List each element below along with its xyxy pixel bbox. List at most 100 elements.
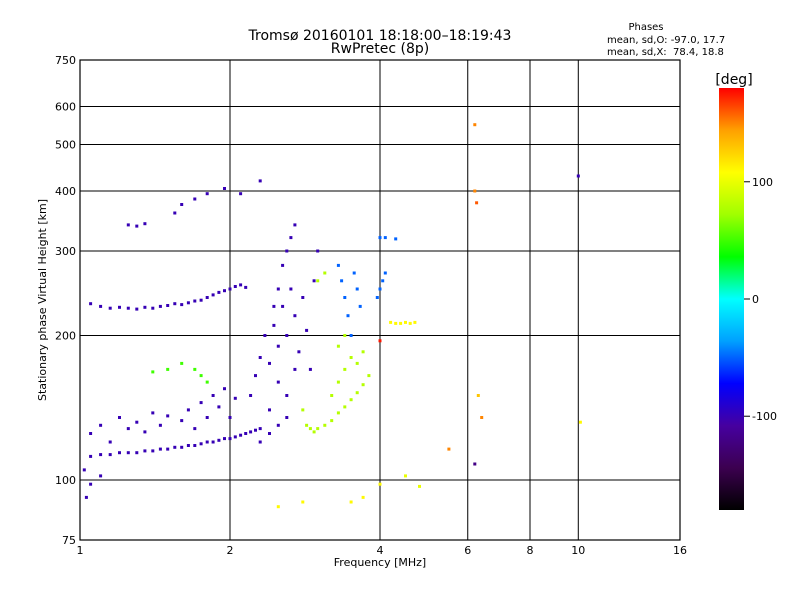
data-point (217, 438, 221, 442)
data-point (301, 408, 305, 412)
data-point (375, 296, 379, 299)
y-tick-label: 200 (55, 330, 76, 343)
data-point (193, 367, 197, 371)
phase-note-o: mean, sd,O: -97.0, 17.7 (607, 35, 725, 46)
data-point (301, 296, 305, 299)
data-point (301, 500, 305, 504)
data-point (336, 344, 340, 348)
data-point (263, 334, 267, 337)
data-point (249, 394, 253, 397)
data-point (305, 423, 309, 427)
data-point (378, 287, 382, 291)
data-point (151, 306, 155, 310)
data-point (389, 320, 393, 324)
data-point (135, 451, 139, 455)
data-point (289, 236, 293, 240)
data-point (323, 271, 327, 275)
data-point (258, 427, 262, 431)
data-point (473, 462, 477, 466)
data-point (367, 374, 371, 378)
data-point (126, 427, 130, 431)
data-point (89, 454, 93, 458)
data-point (316, 279, 320, 283)
data-point (404, 320, 407, 324)
y-tick-label: 600 (55, 101, 76, 114)
data-point (118, 305, 121, 309)
data-point (118, 451, 121, 455)
data-point (408, 321, 412, 325)
data-points (82, 123, 582, 509)
data-point (289, 287, 293, 291)
data-point (383, 236, 387, 240)
data-point (361, 495, 365, 499)
data-point (305, 328, 309, 332)
data-point (166, 447, 170, 451)
data-point (180, 303, 184, 307)
data-point (99, 453, 103, 457)
data-point (308, 367, 312, 371)
data-point (193, 444, 197, 447)
data-point (349, 334, 353, 337)
data-point (205, 296, 209, 299)
data-point (293, 314, 297, 318)
data-point (268, 408, 271, 412)
data-point (268, 432, 271, 435)
x-tick-label: 2 (227, 544, 234, 557)
data-point (223, 187, 226, 190)
data-point (135, 420, 139, 424)
data-point (143, 222, 147, 226)
data-point (381, 279, 385, 283)
data-point (480, 416, 484, 419)
phase-note-heading: Phases (628, 22, 663, 33)
data-point (276, 344, 280, 348)
data-point (193, 427, 197, 431)
data-point (316, 249, 320, 253)
data-point (205, 192, 209, 196)
data-point (336, 263, 340, 267)
x-tick-label: 16 (673, 544, 687, 557)
data-point (276, 380, 280, 384)
data-point (355, 361, 359, 365)
data-point (378, 339, 382, 343)
data-point (336, 411, 340, 415)
data-point (355, 391, 359, 395)
data-point (108, 440, 112, 444)
data-point (244, 432, 248, 435)
x-tick-labels: 1 2 4 6 8 10 16 (77, 544, 688, 557)
data-point (223, 289, 226, 293)
data-point (394, 321, 398, 325)
data-point (312, 430, 316, 434)
y-tick-label: 400 (55, 185, 76, 198)
data-point (158, 304, 162, 308)
data-point (173, 302, 177, 306)
y-tick-label: 750 (55, 54, 76, 67)
data-point (383, 271, 387, 275)
x-tick-label: 1 (77, 544, 84, 557)
data-point (343, 334, 347, 337)
data-point (193, 197, 197, 201)
data-point (108, 453, 112, 457)
data-point (151, 449, 155, 453)
data-point (158, 447, 162, 451)
data-point (404, 474, 407, 478)
data-point (89, 432, 93, 435)
data-point (249, 430, 253, 434)
x-tick-label: 10 (571, 544, 585, 557)
data-point (211, 293, 215, 297)
data-point (211, 440, 215, 444)
data-point (352, 271, 356, 275)
data-point (343, 367, 347, 371)
data-point (228, 416, 232, 419)
x-tick-label: 8 (527, 544, 534, 557)
phase-note-x: mean, sd,X: 78.4, 18.8 (607, 47, 724, 58)
plot-frame (79, 59, 681, 541)
data-point (99, 304, 103, 308)
data-point (473, 123, 477, 127)
data-point (126, 223, 130, 227)
data-point (447, 447, 451, 451)
data-point (233, 435, 237, 439)
data-point (281, 304, 285, 308)
data-point (143, 305, 147, 309)
data-point (233, 396, 237, 400)
data-point (399, 321, 403, 325)
